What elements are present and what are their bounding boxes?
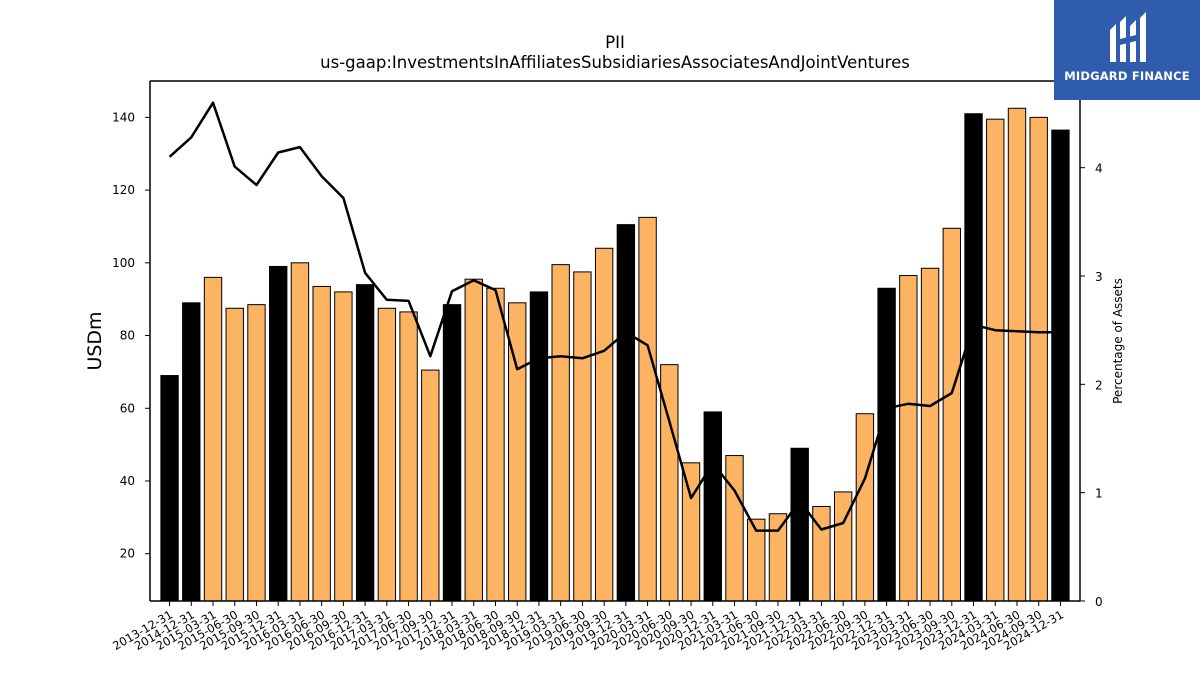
bar-2019-09-30 <box>594 247 614 602</box>
bar-2023-12-31 <box>964 113 983 602</box>
y-tick-label: 120 <box>112 183 135 197</box>
y-tick-label: 60 <box>120 401 135 415</box>
bar-2017-03-31 <box>377 307 397 602</box>
bar-2016-03-31 <box>290 262 310 602</box>
bar-2021-12-31 <box>790 447 809 602</box>
y2-tick-label: 2 <box>1095 378 1103 392</box>
bar-2020-12-31 <box>703 411 722 602</box>
y-tick-label: 80 <box>120 329 135 343</box>
bar-2015-06-30 <box>225 307 244 602</box>
bar-2024-06-30 <box>1007 107 1027 602</box>
bars-group <box>160 107 1070 602</box>
y-tick-label: 40 <box>120 474 135 488</box>
ticks-group: 20406080100120140012342013-12-312014-12-… <box>110 110 1102 653</box>
line-group <box>168 101 1061 532</box>
logo-mark-icon <box>1110 12 1146 62</box>
y2-tick-label: 4 <box>1095 162 1103 176</box>
bar-2017-12-31 <box>442 304 462 602</box>
bar-2021-09-30 <box>768 513 788 602</box>
logo-text: MIDGARD FINANCE <box>1064 69 1190 83</box>
bar-2017-09-30 <box>421 369 440 602</box>
bar-2019-06-30 <box>573 271 592 602</box>
y2-tick-label: 3 <box>1095 270 1103 284</box>
bar-2018-03-31 <box>464 278 483 602</box>
bar-2018-12-31 <box>529 291 549 602</box>
bar-2024-03-31 <box>986 118 1005 602</box>
chart-title: PII <box>605 33 625 52</box>
y2-axis-label: Percentage of Assets <box>1111 278 1125 404</box>
bar-2015-03-31 <box>203 276 223 602</box>
y-tick-label: 100 <box>112 256 135 270</box>
bar-2015-09-30 <box>247 304 266 602</box>
bar-2020-09-30 <box>681 462 701 602</box>
y2-tick-label: 1 <box>1095 487 1103 501</box>
bar-2023-03-31 <box>899 275 918 602</box>
bar-2016-12-31 <box>355 284 375 602</box>
bar-2017-06-30 <box>399 311 418 602</box>
bar-2013-12-31 <box>160 375 179 602</box>
bar-2024-12-31 <box>1051 129 1070 602</box>
bar-2018-06-30 <box>486 287 505 602</box>
bar-2019-03-31 <box>551 264 570 602</box>
bar-2014-12-31 <box>182 302 201 602</box>
bar-2020-03-31 <box>638 216 657 602</box>
chart-subtitle: us-gaap:InvestmentsInAffiliatesSubsidiar… <box>320 53 910 72</box>
brand-logo: MIDGARD FINANCE <box>1054 0 1200 100</box>
y-tick-label: 140 <box>112 110 135 124</box>
bar-2022-09-30 <box>855 413 875 602</box>
y2-tick-label: 0 <box>1095 595 1103 609</box>
bar-2023-06-30 <box>920 267 940 602</box>
bar-2019-12-31 <box>616 224 636 602</box>
bar-2023-09-30 <box>942 227 961 602</box>
percentage-line <box>168 101 1061 532</box>
bar-2021-03-31 <box>725 455 744 602</box>
bar-2015-12-31 <box>269 265 288 602</box>
bar-2016-09-30 <box>334 291 353 602</box>
y-axis-label: USDm <box>84 311 106 370</box>
bar-2016-06-30 <box>312 285 331 602</box>
y-tick-label: 20 <box>120 547 135 561</box>
bar-2024-09-30 <box>1029 116 1048 602</box>
bar-2022-12-31 <box>877 287 896 602</box>
